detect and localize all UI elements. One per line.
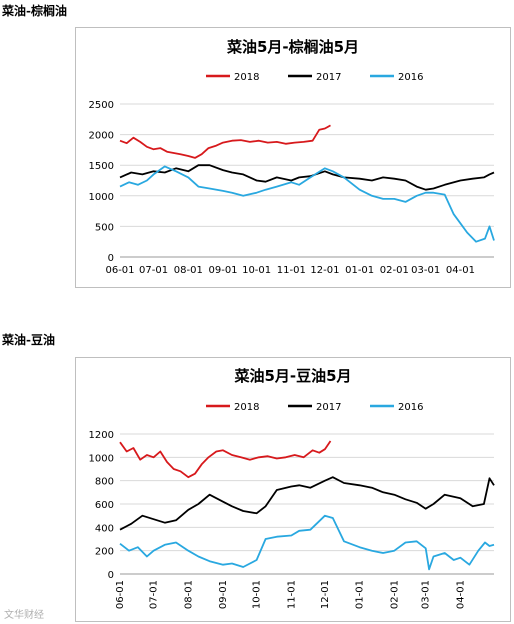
x-tick-label: 04-01 xyxy=(446,265,475,276)
chart-rapeseed-palm: 菜油5月-棕榈油5月 2018 2017 2016 0 500 1000 1500 2000 25… xyxy=(75,27,511,288)
series-line-2017 xyxy=(119,164,495,191)
x-tick-label: 09-01 xyxy=(208,265,237,276)
legend-label-2017: 2017 xyxy=(316,402,341,413)
legend-label-2016: 2016 xyxy=(398,72,423,83)
chart-svg-rapeseed-palm: 菜油5月-棕榈油5月 2018 2017 2016 0 500 1000 1500 2000 25… xyxy=(89,38,495,276)
y-tick-label: 400 xyxy=(95,523,114,534)
chart-title: 菜油5月-豆油5月 xyxy=(233,367,351,385)
section-heading-soy: 菜油-豆油 xyxy=(2,333,55,347)
x-tick-label: 02-01 xyxy=(389,580,400,609)
x-tick-label: 08-01 xyxy=(174,265,203,276)
y-tick-label: 500 xyxy=(95,222,114,233)
series-line-2016 xyxy=(119,165,495,243)
x-tick-label: 04-01 xyxy=(455,580,466,609)
y-tick-label: 1500 xyxy=(89,161,114,172)
y-tick-label: 2500 xyxy=(89,100,114,111)
watermark-text: 文华财经 xyxy=(4,610,44,621)
x-tick-label: 06-01 xyxy=(115,580,126,609)
series-line-2018 xyxy=(119,440,332,479)
x-tick-label: 11-01 xyxy=(286,580,297,609)
series-line-2018 xyxy=(119,124,331,159)
section-heading-palm: 菜油-棕榈油 xyxy=(2,4,67,18)
x-tick-label: 03-01 xyxy=(421,580,432,609)
chart-rapeseed-soy: 菜油5月-豆油5月 2018 2017 2016 0 200 400 600 800 1000 12… xyxy=(75,357,511,622)
legend-label-2018: 2018 xyxy=(234,402,259,413)
y-tick-label: 0 xyxy=(108,253,114,264)
x-tick-label: 07-01 xyxy=(139,265,168,276)
y-tick-label: 800 xyxy=(95,477,114,488)
x-tick-label: 12-01 xyxy=(310,265,339,276)
legend-label-2016: 2016 xyxy=(398,402,423,413)
y-tick-label: 200 xyxy=(95,547,114,558)
x-tick-label: 08-01 xyxy=(183,580,194,609)
chart-svg-rapeseed-soy: 菜油5月-豆油5月 2018 2017 2016 0 200 400 600 800 1000 12… xyxy=(89,367,495,609)
x-tick-label: 12-01 xyxy=(320,580,331,609)
y-tick-label: 2000 xyxy=(89,131,114,142)
x-tick-label: 07-01 xyxy=(149,580,160,609)
x-tick-label: 09-01 xyxy=(218,580,229,609)
legend-label-2018: 2018 xyxy=(234,72,259,83)
x-tick-label: 02-01 xyxy=(380,265,409,276)
series-line-2016 xyxy=(119,514,495,571)
y-tick-label: 1000 xyxy=(89,453,114,464)
y-tick-label: 600 xyxy=(95,500,114,511)
chart-title: 菜油5月-棕榈油5月 xyxy=(226,38,359,56)
legend-label-2017: 2017 xyxy=(316,72,341,83)
y-tick-label: 0 xyxy=(108,570,114,581)
chart-legend: 2018 2017 2016 xyxy=(206,402,423,413)
x-tick-label: 03-01 xyxy=(411,265,440,276)
chart-legend: 2018 2017 2016 xyxy=(206,72,423,83)
x-tick-label: 10-01 xyxy=(242,265,271,276)
x-tick-label: 10-01 xyxy=(252,580,263,609)
series-line-2017 xyxy=(119,476,495,531)
x-tick-label: 01-01 xyxy=(345,265,374,276)
x-tick-label: 01-01 xyxy=(355,580,366,609)
y-tick-label: 1000 xyxy=(89,192,114,203)
x-tick-label: 06-01 xyxy=(105,265,134,276)
y-tick-label: 1200 xyxy=(89,430,114,441)
x-tick-label: 11-01 xyxy=(277,265,306,276)
